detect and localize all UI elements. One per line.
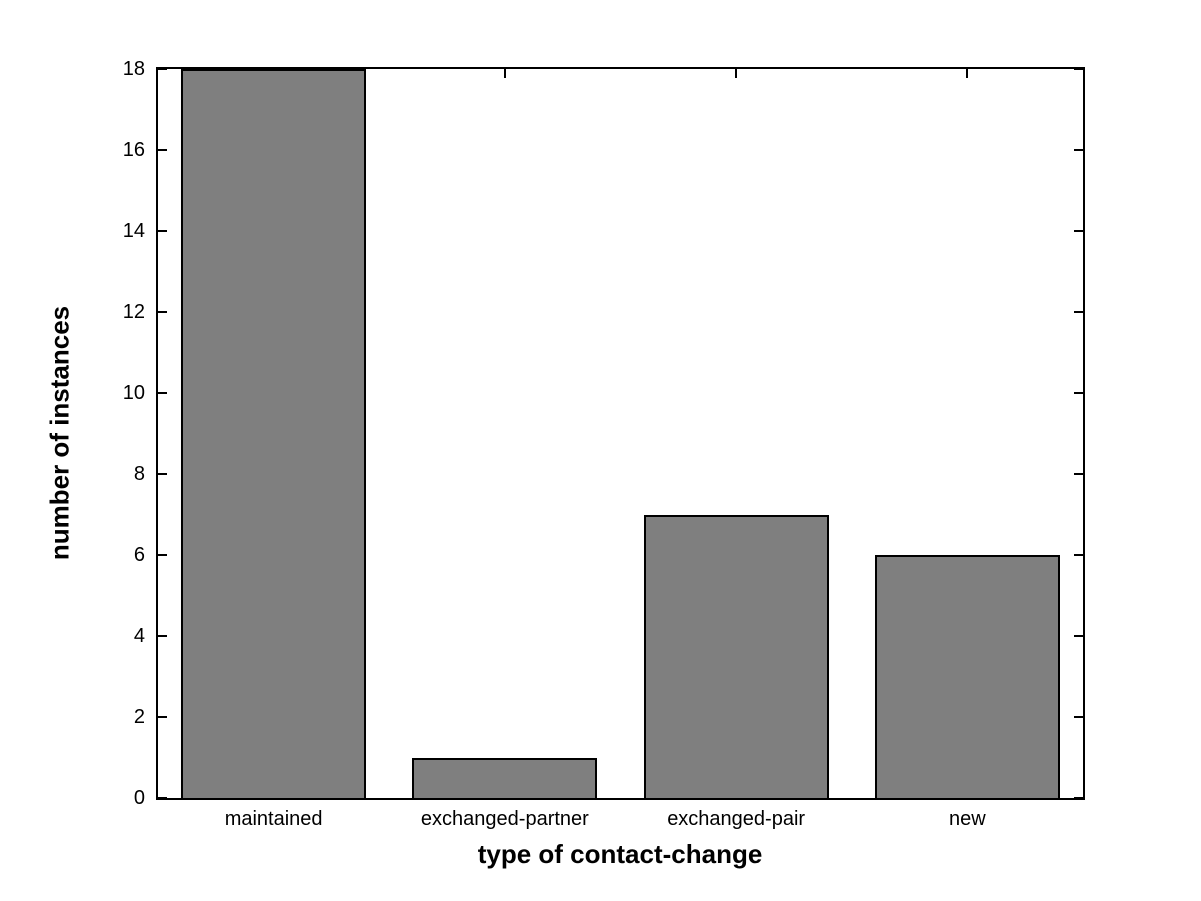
y-tick-mark bbox=[158, 635, 167, 637]
y-tick-label: 16 bbox=[122, 139, 145, 161]
y-tick-mark bbox=[158, 230, 167, 232]
bar-new bbox=[874, 555, 1060, 798]
y-tick-mark bbox=[1074, 149, 1083, 151]
y-tick-label: 8 bbox=[133, 463, 145, 485]
y-tick-label: 14 bbox=[122, 220, 145, 242]
x-tick-label: new bbox=[949, 808, 986, 830]
bar-maintained bbox=[181, 69, 367, 798]
y-tick-mark bbox=[158, 797, 167, 799]
y-axis-label: number of instances bbox=[44, 305, 75, 561]
y-tick-label: 0 bbox=[133, 787, 145, 809]
y-tick-mark bbox=[158, 716, 167, 718]
y-tick-mark bbox=[1074, 68, 1083, 70]
y-tick-mark bbox=[1074, 230, 1083, 232]
x-tick-mark bbox=[735, 69, 738, 78]
y-tick-mark bbox=[1074, 473, 1083, 475]
y-tick-label: 2 bbox=[133, 706, 145, 728]
y-tick-mark bbox=[1074, 311, 1083, 313]
y-tick-mark bbox=[1074, 554, 1083, 556]
y-tick-label: 4 bbox=[133, 625, 145, 647]
y-tick-mark bbox=[1074, 716, 1083, 718]
plot-area bbox=[156, 67, 1085, 800]
y-tick-mark bbox=[1074, 635, 1083, 637]
y-tick-mark bbox=[1074, 797, 1083, 799]
y-tick-mark bbox=[158, 473, 167, 475]
x-axis-label: type of contact-change bbox=[477, 839, 763, 869]
y-tick-mark bbox=[158, 392, 167, 394]
y-tick-mark bbox=[1074, 392, 1083, 394]
y-tick-mark bbox=[158, 311, 167, 313]
y-tick-label: 6 bbox=[133, 544, 145, 566]
y-tick-label: 12 bbox=[122, 301, 145, 323]
bar-exchanged-pair bbox=[643, 514, 829, 798]
bar-exchanged-partner bbox=[412, 757, 598, 798]
x-tick-label: maintained bbox=[224, 808, 323, 830]
y-tick-mark bbox=[158, 554, 167, 556]
y-tick-mark bbox=[158, 68, 167, 70]
x-tick-mark bbox=[966, 69, 969, 78]
y-tick-mark bbox=[158, 149, 167, 151]
x-tick-label: exchanged-pair bbox=[667, 808, 806, 830]
y-tick-label: 18 bbox=[122, 58, 145, 80]
y-tick-label: 10 bbox=[122, 382, 145, 404]
x-tick-label: exchanged-partner bbox=[420, 808, 589, 830]
x-tick-mark bbox=[503, 69, 506, 78]
